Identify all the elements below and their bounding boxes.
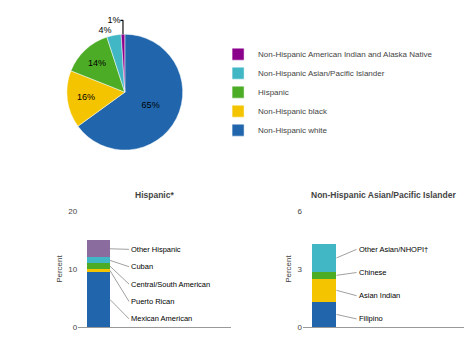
svg-text:Non-Hispanic Asian/Pacific Isl: Non-Hispanic Asian/Pacific Islander [258, 69, 385, 78]
svg-text:Cuban: Cuban [131, 262, 153, 271]
svg-text:Non-Hispanic white: Non-Hispanic white [258, 126, 327, 135]
svg-text:Non-Hispanic Asian/Pacific Isl: Non-Hispanic Asian/Pacific Islander [311, 190, 456, 200]
svg-text:Filipino: Filipino [359, 314, 383, 323]
svg-text:Other Asian/NHOPI†: Other Asian/NHOPI† [359, 245, 428, 254]
svg-text:Non-Hispanic black: Non-Hispanic black [258, 107, 328, 116]
svg-text:Other Hispanic: Other Hispanic [131, 245, 181, 254]
svg-text:14%: 14% [88, 58, 106, 68]
svg-text:10: 10 [68, 265, 77, 274]
svg-text:Hispanic*: Hispanic* [135, 190, 174, 200]
svg-text:Central/South American: Central/South American [131, 280, 210, 289]
svg-text:20: 20 [68, 207, 77, 216]
svg-text:16%: 16% [77, 92, 95, 102]
svg-text:Hispanic: Hispanic [258, 88, 289, 97]
svg-text:65%: 65% [142, 100, 160, 110]
svg-text:Percent: Percent [55, 254, 64, 282]
svg-text:6: 6 [297, 207, 302, 216]
svg-text:Mexican American: Mexican American [131, 314, 192, 323]
svg-text:0: 0 [73, 323, 78, 332]
svg-text:Asian Indian: Asian Indian [359, 291, 400, 300]
svg-text:4%: 4% [98, 25, 111, 35]
svg-text:1%: 1% [107, 15, 120, 25]
svg-text:Puerto Rican: Puerto Rican [131, 297, 174, 306]
svg-text:Percent: Percent [284, 254, 293, 282]
svg-text:Chinese: Chinese [359, 268, 387, 277]
svg-text:Non-Hispanic American Indian a: Non-Hispanic American Indian and Alaska … [258, 50, 432, 59]
svg-text:0: 0 [297, 323, 302, 332]
svg-text:3: 3 [297, 265, 302, 274]
